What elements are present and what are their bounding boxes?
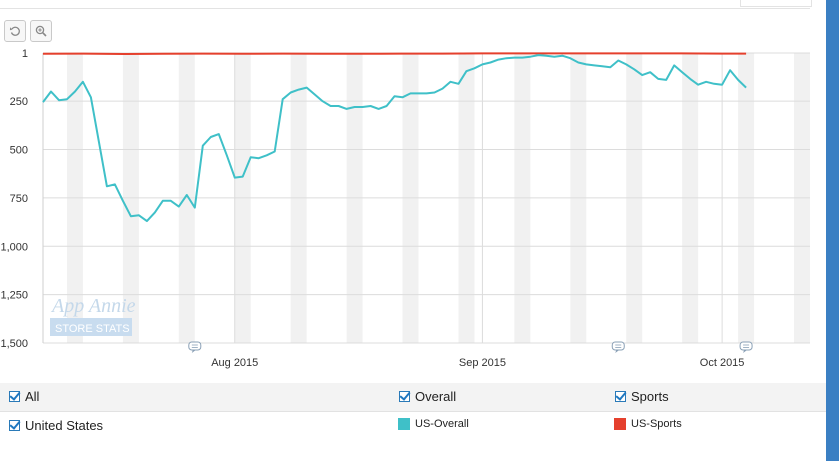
- y-tick-label: 1: [22, 48, 28, 60]
- x-tick-label: Aug 2015: [211, 357, 258, 369]
- y-tick-label: 250: [10, 96, 28, 108]
- x-tick-label: Sep 2015: [459, 357, 506, 369]
- legend-us-overall-label: US-Overall: [415, 418, 469, 430]
- legend-swatch-us-overall: [398, 418, 410, 430]
- y-tick-label: 1,250: [0, 290, 28, 302]
- undo-icon: [9, 26, 20, 36]
- watermark-box: [50, 318, 132, 336]
- y-tick-label: 1,000: [0, 241, 28, 253]
- filter-all-label: All: [25, 389, 40, 404]
- y-tick-label: 750: [10, 193, 28, 205]
- legend: All Overall Sports United States US-Over…: [0, 383, 826, 461]
- series-line-us-sports: [42, 52, 747, 55]
- reset-button[interactable]: [4, 20, 26, 42]
- filter-overall-label: Overall: [415, 389, 457, 404]
- filter-sports[interactable]: Sports: [615, 389, 669, 404]
- annotation-icon[interactable]: [611, 341, 625, 353]
- watermark-brand: App Annie: [50, 295, 136, 317]
- filter-united-states[interactable]: United States: [9, 418, 103, 433]
- filter-overall[interactable]: Overall: [399, 389, 456, 404]
- top-divider: [0, 8, 810, 9]
- legend-us-sports-label: US-Sports: [631, 418, 682, 430]
- annotation-icon[interactable]: [739, 341, 753, 353]
- top-right-tab: [740, 0, 812, 7]
- legend-us-sports[interactable]: US-Sports: [614, 418, 682, 430]
- x-tick-label: Oct 2015: [700, 357, 745, 369]
- checkbox-united-states[interactable]: [9, 420, 20, 431]
- filter-united-states-label: United States: [25, 418, 104, 433]
- legend-row-filters: All Overall Sports: [0, 383, 826, 412]
- series-line-us-overall: [42, 54, 747, 223]
- legend-swatch-us-sports: [614, 418, 626, 430]
- legend-us-overall[interactable]: US-Overall: [398, 418, 469, 430]
- y-tick-label: 1,500: [0, 338, 28, 350]
- right-scroll-bar: [826, 0, 839, 461]
- checkbox-overall[interactable]: [399, 391, 410, 402]
- annotation-icon[interactable]: [188, 341, 202, 353]
- legend-row-series: United States US-Overall US-Sports: [0, 412, 826, 440]
- y-tick-label: 500: [10, 145, 28, 157]
- watermark-sub: STORE STATS: [55, 323, 130, 335]
- filter-all[interactable]: All: [9, 389, 39, 404]
- rank-chart: App Annie STORE STATS 1 250 500 750 1,000 1,2…: [0, 48, 810, 369]
- checkbox-sports[interactable]: [615, 391, 626, 402]
- watermark: App Annie STORE STATS: [50, 295, 136, 336]
- zoom-button[interactable]: [30, 20, 52, 42]
- filter-sports-label: Sports: [631, 389, 669, 404]
- zoom-in-icon: [35, 25, 47, 37]
- chart-toolbar: [4, 20, 52, 42]
- checkbox-all[interactable]: [9, 391, 20, 402]
